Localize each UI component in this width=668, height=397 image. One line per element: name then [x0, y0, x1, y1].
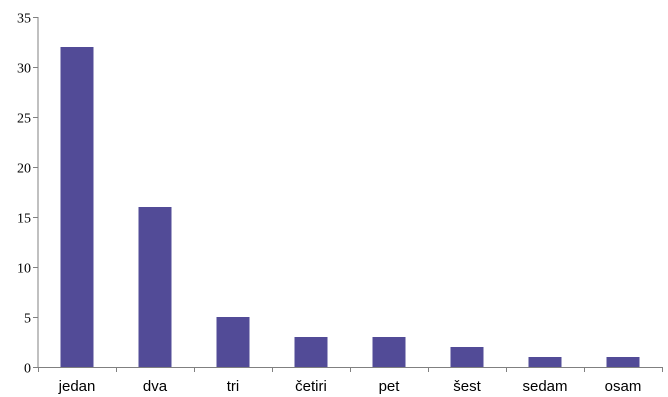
x-tick-label: šest	[453, 378, 481, 395]
bar-0	[60, 47, 94, 367]
y-tick-label: 20	[17, 162, 31, 177]
x-axis	[38, 367, 663, 372]
x-tick-label: tri	[227, 378, 240, 395]
bar-1	[138, 207, 172, 367]
bars	[60, 47, 640, 367]
y-tick-label: 15	[17, 212, 31, 227]
y-tick-label: 0	[24, 362, 31, 377]
y-tick-label: 5	[24, 312, 31, 327]
bar-3	[294, 337, 328, 367]
x-tick-label: pet	[379, 378, 401, 395]
x-tick-label: jedan	[58, 378, 96, 395]
x-tick-label: sedam	[522, 378, 567, 395]
x-tick-label: dva	[143, 378, 168, 395]
bar-2	[216, 317, 250, 367]
x-tick-label: osam	[605, 378, 642, 395]
category-labels: jedan dva tri četiri pet šest sedam osam	[58, 378, 642, 395]
y-tick-label: 25	[17, 112, 31, 127]
y-tick-label: 30	[17, 62, 31, 77]
bar-4	[372, 337, 406, 367]
y-tick-label: 10	[17, 262, 31, 277]
bar-7	[606, 357, 640, 367]
bar-5	[450, 347, 484, 367]
bar-6	[528, 357, 562, 367]
y-axis: 0 5 10 15 20 25 30 35	[17, 12, 39, 377]
y-tick-label: 35	[17, 12, 31, 27]
x-tick-label: četiri	[295, 378, 327, 395]
